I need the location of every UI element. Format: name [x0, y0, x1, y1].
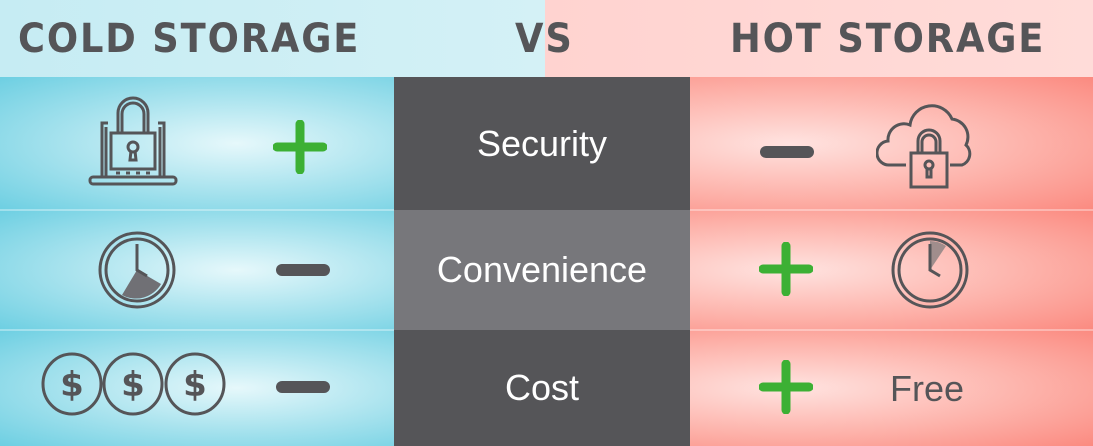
- free-label: Free: [890, 368, 965, 409]
- security-text: Security: [476, 122, 608, 164]
- hot-cost-cell: [690, 330, 1093, 446]
- hot-storage-title: HOT STORAGE: [730, 16, 1046, 62]
- cold-storage-title: COLD STORAGE: [18, 16, 361, 62]
- plus-icon: [759, 242, 813, 296]
- clock-icon: [891, 231, 969, 309]
- svg-text:$: $: [183, 365, 207, 405]
- dollar-coins-icon: $ $ $: [41, 352, 226, 416]
- convenience-label: Convenience: [394, 210, 690, 330]
- cold-header-bg: [0, 0, 545, 77]
- minus-icon: [276, 381, 330, 393]
- clock-icon: [98, 231, 176, 309]
- hot-security-cell: [690, 77, 1093, 210]
- minus-icon: [276, 264, 330, 276]
- vs-label: VS: [515, 16, 574, 62]
- hot-header-bg: [545, 0, 1093, 77]
- cold-convenience-cell: [0, 210, 394, 330]
- cost-text: Cost: [504, 367, 580, 408]
- cold-security-cell: [0, 77, 394, 210]
- cloud-lock-icon: [876, 104, 972, 189]
- security-label: Security: [394, 77, 690, 210]
- convenience-text: Convenience: [436, 249, 648, 290]
- svg-text:$: $: [60, 365, 84, 405]
- plus-icon: [759, 360, 813, 414]
- plus-icon: [273, 120, 327, 174]
- laptop-lock-icon: [88, 96, 178, 186]
- minus-icon: [760, 146, 814, 158]
- cost-label: Cost: [394, 330, 690, 446]
- svg-text:$: $: [121, 365, 145, 405]
